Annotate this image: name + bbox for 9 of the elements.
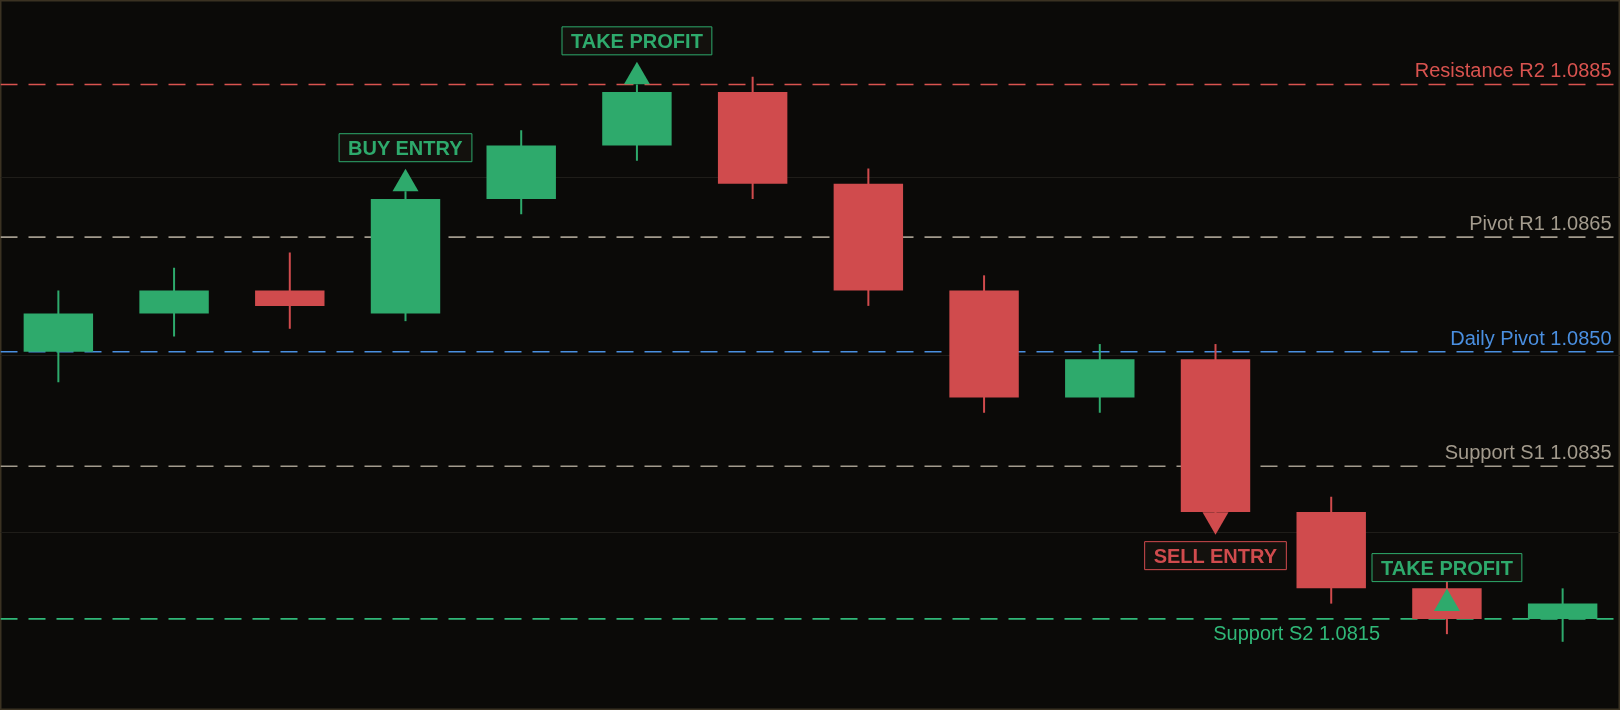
ref-line-label: Resistance R2 1.0885 <box>1414 59 1612 82</box>
ref-line-label: Support S1 1.0835 <box>1444 441 1612 464</box>
ref-line-label: Daily Pivot 1.0850 <box>1450 326 1612 349</box>
data-label: TAKE PROFIT <box>571 29 703 52</box>
ref-line-label: Support S2 1.0815 <box>1213 621 1381 644</box>
data-label: SELL ENTRY <box>1153 544 1278 567</box>
data-label: BUY ENTRY <box>348 136 464 159</box>
ref-line-label: Pivot R1 1.0865 <box>1469 212 1612 235</box>
data-label: TAKE PROFIT <box>1381 556 1513 579</box>
